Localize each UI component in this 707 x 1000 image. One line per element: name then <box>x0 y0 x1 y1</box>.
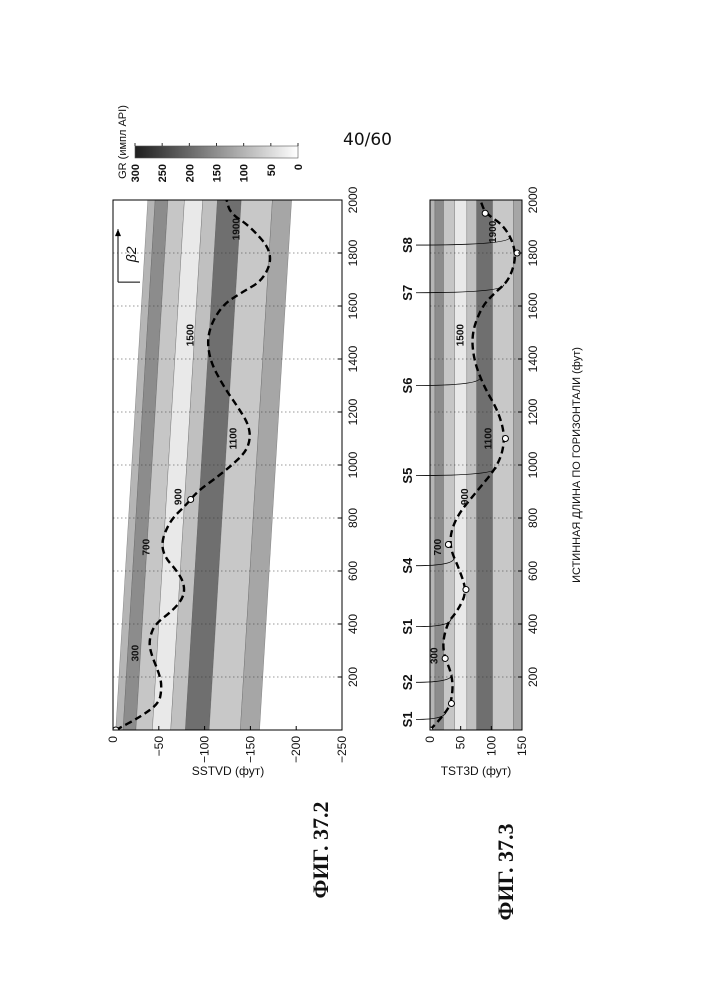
contour-label: 700 <box>142 538 153 555</box>
survey-marker <box>482 210 488 216</box>
y-tick-label: −150 <box>243 736 257 763</box>
figure-label-37-2: ФИГ. 37.2 <box>308 801 333 898</box>
survey-marker <box>442 655 448 661</box>
survey-marker <box>502 436 508 442</box>
station-label: S2 <box>400 674 415 690</box>
colorbar-tick-label: 300 <box>130 164 142 182</box>
survey-marker <box>188 496 194 502</box>
contour-label: 300 <box>131 644 142 661</box>
contour-label: 1900 <box>231 218 242 241</box>
formation-band <box>443 200 454 730</box>
survey-marker <box>445 542 451 548</box>
colorbar-tick-label: 200 <box>184 164 196 182</box>
colorbar-tick-label: 150 <box>212 164 224 182</box>
contour-label: 1500 <box>186 324 197 347</box>
formation-band <box>455 200 467 730</box>
station-label: S4 <box>400 557 415 574</box>
contour-label: 300 <box>429 647 440 664</box>
x-tick-label: 1600 <box>346 292 360 319</box>
contour-label: 1900 <box>488 220 499 243</box>
x-tick-label: 2000 <box>346 186 360 213</box>
arrowhead-icon <box>115 229 121 236</box>
x-tick-label: 1800 <box>526 239 540 266</box>
contour-label: 1500 <box>456 324 467 347</box>
x-tick-label: 1200 <box>526 398 540 425</box>
y-tick-label: −250 <box>335 736 349 763</box>
x-tick-label: 200 <box>346 667 360 687</box>
plot-area <box>427 200 526 733</box>
x-axis-label: ИСТИННАЯ ДЛИНА ПО ГОРИЗОНТАЛИ (фут) <box>571 347 583 583</box>
survey-marker <box>448 701 454 707</box>
y-axis-label: SSTVD (фут) <box>192 764 265 778</box>
colorbar-tick-label: 250 <box>157 164 169 182</box>
colorbar-tick-label: 0 <box>293 164 305 170</box>
x-tick-label: 600 <box>526 561 540 581</box>
x-tick-label: 1000 <box>526 451 540 478</box>
colorbar: GR (импл API) 300 250 200 150 100 50 0 <box>117 105 305 182</box>
colorbar-title: GR (импл API) <box>117 105 129 179</box>
y-tick-label: 0 <box>423 736 437 743</box>
y-tick-label: 0 <box>106 736 120 743</box>
x-tick-label: 1400 <box>526 345 540 372</box>
x-tick-label: 1400 <box>346 345 360 372</box>
station-label: S8 <box>400 237 415 253</box>
y-tick-label: 100 <box>484 736 498 756</box>
y-tick-label: −50 <box>152 736 166 757</box>
x-tick-label: 800 <box>346 508 360 528</box>
x-tick-label: 600 <box>346 561 360 581</box>
station-label: S1 <box>400 711 415 727</box>
x-tick-label: 400 <box>526 614 540 634</box>
contour-label: 900 <box>174 488 185 505</box>
x-tick-label: 1600 <box>526 292 540 319</box>
x-tick-label: 1000 <box>346 451 360 478</box>
figure-label-37-3: ФИГ. 37.3 <box>493 823 518 920</box>
x-tick-label: 400 <box>346 614 360 634</box>
x-tick-label: 800 <box>526 508 540 528</box>
colorbar-tick-label: 50 <box>266 164 278 176</box>
survey-marker <box>463 587 469 593</box>
chart-37-3: 3007009001100150019002004006008001000120… <box>400 186 540 756</box>
plot-area <box>113 200 342 733</box>
y-tick-label: 50 <box>454 736 468 750</box>
station-label: S5 <box>400 468 415 484</box>
contour-label: 1100 <box>229 427 240 449</box>
x-tick-label: 1200 <box>346 398 360 425</box>
y-tick-label: −100 <box>198 736 212 763</box>
dip-angle-label: β2 <box>123 246 139 263</box>
y-tick-label: 150 <box>515 736 529 756</box>
station-label: S1 <box>400 619 415 635</box>
colorbar-tick-label: 100 <box>239 164 251 182</box>
y-tick-label: −200 <box>289 736 303 763</box>
x-tick-label: 200 <box>526 667 540 687</box>
station-label: S7 <box>400 285 415 301</box>
colorbar-gradient <box>135 146 298 158</box>
contour-label: 700 <box>433 538 444 555</box>
station-label: S6 <box>400 378 415 394</box>
contour-label: 1100 <box>483 427 494 449</box>
x-tick-label: 1800 <box>346 239 360 266</box>
contour-label: 900 <box>460 488 471 505</box>
chart-37-2: 300 700 900 1100 1500 1900 200 400 600 800 1000 120… <box>106 186 360 763</box>
x-tick-label: 2000 <box>526 186 540 213</box>
y-axis-label: TST3D (фут) <box>441 764 512 778</box>
